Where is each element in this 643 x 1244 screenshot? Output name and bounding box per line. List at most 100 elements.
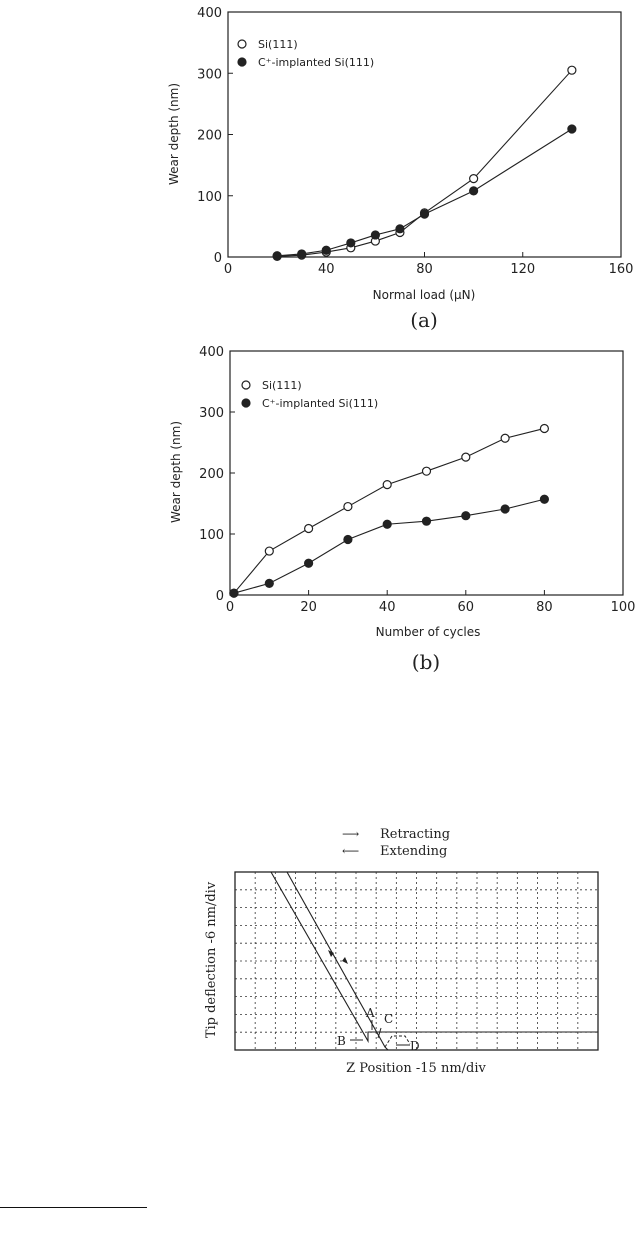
chart-b-xtick-label-0: 0: [226, 600, 234, 615]
force-curve-point-labels: A B C D: [337, 1006, 420, 1053]
force-curve-xlabel: Z Position -15 nm/div: [346, 1061, 486, 1076]
point-label-c: C: [384, 1012, 393, 1026]
chart-b-series-1-line: [233, 427, 545, 594]
chart-b-panel-label: (b): [412, 650, 440, 674]
chart-a-ylabel: Wear depth (nm): [167, 83, 181, 185]
chart-b-legend-marker-1: [241, 380, 251, 390]
chart-a-series-2-line: [277, 128, 573, 257]
chart-a-legend-marker-1: [237, 39, 247, 49]
chart-a-panel-label: (a): [410, 308, 438, 332]
chart-b-series-2-line: [233, 498, 545, 594]
chart-b-legend-label-2: C⁺-implanted Si(111): [262, 397, 378, 410]
chart-b-points: [229, 423, 550, 598]
chart-a-ytick-label-3: 300: [197, 67, 222, 82]
chart-b-legend-marker-2: [241, 398, 251, 408]
chart-a-series-2-point: [419, 209, 430, 219]
chart-a-legend: Si(111) C⁺-implanted Si(111): [237, 38, 374, 69]
chart-b-series-2-point: [500, 504, 510, 514]
chart-b-legend-label-1: Si(111): [262, 379, 302, 392]
chart-a-series-2-point: [469, 186, 479, 196]
chart-b-xtick-label-2: 40: [379, 600, 396, 615]
retract-arrowhead: [328, 950, 334, 957]
chart-a-xtick-label-4: 160: [609, 262, 634, 277]
chart-b-series-1-point: [539, 423, 550, 434]
chart-a-series-2-point: [272, 251, 282, 261]
chart-a-ytick-label-0: 0: [214, 251, 222, 266]
chart-a-series-2-point: [321, 245, 331, 255]
force-curve-grid: [235, 872, 598, 1050]
chart-b-legend: Si(111) C⁺-implanted Si(111): [241, 379, 378, 410]
chart-a-xlabel: Normal load (μN): [373, 288, 476, 302]
chart-b-ytick-label-4: 400: [199, 345, 224, 360]
chart-a-xtick-label-0: 0: [224, 262, 232, 277]
chart-a-series-2-point: [395, 224, 405, 234]
chart-a-points: [272, 65, 577, 261]
chart-a-series-2-point: [567, 124, 577, 134]
chart-a-xtick-label-1: 40: [318, 262, 335, 277]
force-curve-legend: ⟶ Retracting ⟵ Extending: [342, 827, 450, 859]
legend-label-retracting: Retracting: [380, 827, 450, 842]
chart-a-legend-marker-2: [237, 57, 247, 67]
chart-b-series-2-point: [264, 578, 274, 589]
chart-b-xtick-label-1: 20: [300, 600, 317, 615]
chart-a-ytick-label-1: 100: [197, 190, 222, 205]
chart-a-series-1-point: [567, 65, 577, 75]
chart-b-ticks: 0 20 40 60 80 100 0 100 200 300 400: [199, 345, 635, 615]
footnote-rule: [0, 1207, 147, 1208]
chart-b-series-2-point: [421, 516, 432, 526]
arrow-c: [377, 1027, 382, 1039]
point-label-d: D: [410, 1039, 420, 1053]
chart-b-ytick-label-1: 100: [199, 528, 224, 543]
chart-b-series-2-point: [461, 511, 471, 521]
chart-b-series-2-point: [304, 558, 314, 568]
chart-b-series-2-point: [229, 588, 239, 598]
chart-b-ylabel: Wear depth (nm): [169, 421, 183, 523]
chart-a-legend-label-2: C⁺-implanted Si(111): [258, 56, 374, 69]
chart-b-xtick-label-5: 100: [611, 600, 636, 615]
legend-arrow-extending: ⟵: [342, 844, 359, 858]
chart-b-series-1-point: [382, 479, 392, 490]
chart-b-series-1-point: [461, 452, 471, 462]
chart-b-series-1-point: [264, 546, 274, 556]
chart-b: 0 20 40 60 80 100 0 100 200 300 400 Si(111) C⁺-imp…: [169, 345, 635, 674]
chart-b-series-lines: [233, 427, 545, 594]
chart-b-series-1-point: [343, 501, 353, 512]
chart-a-ticks: 0 40 80 120 160 0 100 200 300 400: [197, 6, 633, 277]
chart-a-series-2-point: [346, 238, 356, 248]
chart-b-series-2-point: [382, 519, 392, 529]
chart-b-ytick-label-2: 200: [199, 467, 224, 482]
legend-label-extending: Extending: [380, 844, 447, 859]
chart-a-series-2-point: [297, 249, 307, 259]
chart-b-xtick-label-4: 80: [536, 600, 553, 615]
chart-b-ytick-label-0: 0: [216, 589, 224, 604]
point-label-a: A: [365, 1006, 375, 1020]
chart-b-series-1-point: [304, 523, 314, 534]
extending-trace: [286, 871, 389, 1051]
chart-b-series-1-point: [421, 466, 432, 476]
chart-a-series-1-line: [277, 69, 573, 257]
chart-b-xtick-label-3: 60: [458, 600, 475, 615]
chart-b-series-2-point: [343, 534, 353, 545]
force-curve-ylabel: Tip deflection -6 nm/div: [204, 881, 219, 1038]
chart-a-series-lines: [277, 69, 573, 257]
force-curve-traces: [270, 871, 598, 1051]
chart-a-series-1-point: [469, 174, 479, 184]
chart-a-xtick-label-2: 80: [416, 262, 433, 277]
chart-a-legend-label-1: Si(111): [258, 38, 298, 51]
chart-b-ytick-label-3: 300: [199, 406, 224, 421]
chart-a-series-2-point: [370, 230, 380, 240]
chart-b-series-1-point: [500, 433, 510, 443]
point-label-b: B: [337, 1034, 346, 1048]
retracting-trace: [270, 871, 598, 1044]
extend-arrowhead: [342, 957, 348, 964]
force-curve-figure: ⟶ Retracting ⟵ Extending A B: [204, 827, 599, 1076]
chart-a: 0 40 80 120 160 0 100 200 300 400 Si(111) C⁺-impl…: [167, 6, 633, 332]
chart-b-series-2-point: [539, 494, 550, 504]
chart-b-xlabel: Number of cycles: [376, 625, 481, 639]
chart-a-ytick-label-4: 400: [197, 6, 222, 21]
chart-a-ytick-label-2: 200: [197, 129, 222, 144]
legend-arrow-retracting: ⟶: [342, 827, 359, 841]
chart-a-xtick-label-3: 120: [510, 262, 535, 277]
